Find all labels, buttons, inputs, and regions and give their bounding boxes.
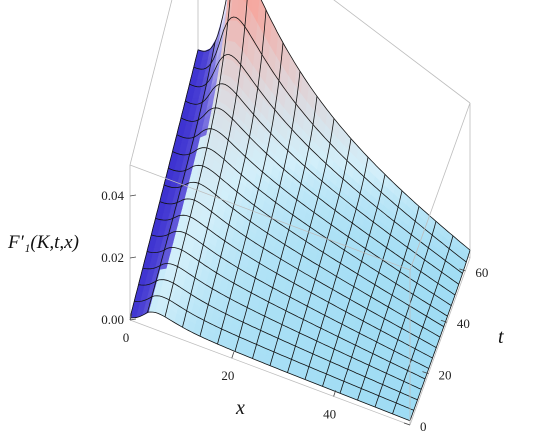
box-edge (333, 0, 471, 104)
t-tick-label: 20 (438, 368, 451, 383)
x-tick-label: 40 (323, 406, 336, 421)
t-tick (440, 319, 448, 323)
x-tick-label: 20 (221, 368, 234, 383)
tick-marks: 0.00 0.02 0.04 0 20 40 0 20 40 60 (101, 188, 488, 434)
mesh-line-x (374, 221, 437, 408)
box-edge (129, 319, 411, 426)
mesh-line-x (304, 157, 369, 380)
z-tick-label: 0.04 (101, 188, 124, 203)
mesh-line-x (392, 235, 454, 414)
bounding-box-front (129, 102, 471, 426)
mesh-line-x (357, 206, 420, 401)
t-tick-label: 40 (457, 316, 470, 331)
box-edge (129, 0, 173, 166)
mesh-line-x (409, 249, 471, 421)
x-axis-label: x (235, 397, 245, 419)
mesh-line-x (287, 138, 352, 373)
surface-mesh (129, 0, 471, 422)
t-tick (403, 422, 411, 426)
t-tick-label: 0 (420, 419, 427, 434)
z-tick-label: 0.02 (101, 250, 124, 265)
mesh-line-x (252, 96, 318, 359)
z-tick (129, 318, 137, 321)
z-tick (129, 256, 137, 259)
x-tick-label: 0 (123, 330, 130, 345)
mesh-line-x (182, 0, 248, 328)
x-tick (231, 352, 235, 359)
mesh-line-x (129, 49, 199, 318)
z-axis-label: F′₁(K,t,x) (7, 232, 79, 253)
mesh-line-x (269, 118, 335, 366)
mesh-line-x (147, 41, 216, 313)
box-edge (409, 102, 471, 271)
z-tick (129, 194, 137, 197)
mesh-line-x (217, 42, 284, 345)
x-tick (333, 390, 337, 397)
mesh-line-x (322, 174, 386, 387)
x-tick (129, 313, 133, 321)
mesh-line-x (339, 190, 403, 394)
mesh-line-x (199, 9, 267, 337)
t-tick (422, 371, 429, 374)
t-axis-label: t (498, 326, 504, 348)
t-tick (459, 268, 466, 272)
t-tick-label: 60 (475, 265, 488, 280)
mesh-line-x (234, 71, 301, 352)
box-edge (129, 164, 411, 271)
z-tick-label: 0.00 (101, 312, 124, 327)
box-edge (409, 257, 471, 426)
mesh-line-x (164, 0, 231, 317)
